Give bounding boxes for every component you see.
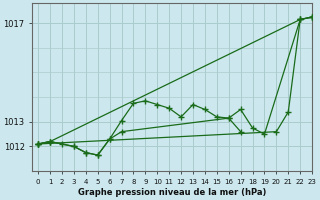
X-axis label: Graphe pression niveau de la mer (hPa): Graphe pression niveau de la mer (hPa) bbox=[78, 188, 266, 197]
